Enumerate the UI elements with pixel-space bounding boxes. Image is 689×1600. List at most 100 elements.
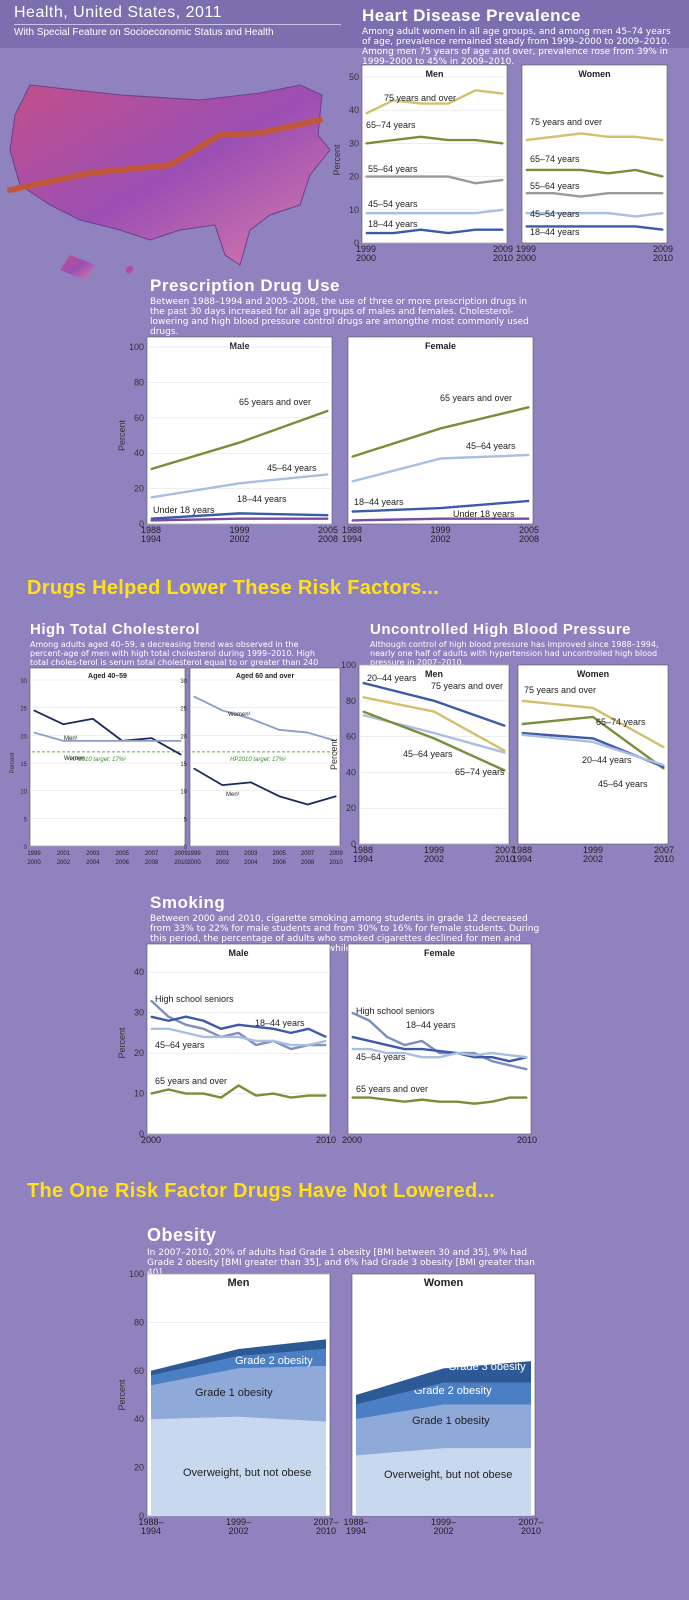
data-point: [365, 176, 367, 178]
x-tick-label: 2003: [86, 851, 100, 857]
data-point: [351, 1036, 353, 1038]
data-point: [607, 192, 609, 194]
data-point: [528, 518, 530, 520]
y-tick-label: 100: [129, 342, 144, 352]
data-point: [386, 1044, 388, 1046]
area-band-2: [356, 1382, 531, 1420]
data-point: [368, 1048, 371, 1050]
data-point: [473, 1103, 476, 1105]
data-point: [521, 734, 523, 736]
data-point: [325, 1094, 327, 1097]
chart-title: Men: [426, 69, 444, 79]
chart-panel: [189, 667, 341, 847]
area-band-0: [151, 1416, 326, 1516]
data-point: [433, 732, 435, 734]
series-label: 55–64 years: [530, 181, 580, 191]
report-subtitle: With Special Feature on Socioeconomic St…: [14, 27, 274, 38]
hawaii-shape: [126, 266, 134, 274]
y-tick-label: 10: [20, 790, 27, 796]
series-label: 75 years and over: [384, 93, 456, 103]
chart-title: Men: [425, 669, 443, 679]
series-label: Grade 3 obesity: [235, 1321, 313, 1333]
data-point: [307, 1094, 310, 1097]
data-point: [185, 1024, 187, 1026]
series-label: Women¹: [228, 712, 251, 718]
data-point: [365, 232, 367, 234]
x-tick-label: 2010: [316, 1526, 336, 1536]
data-point: [255, 1040, 257, 1042]
data-point: [433, 700, 435, 702]
x-tick-label: 1988: [342, 525, 362, 535]
chart-title: Women: [424, 1277, 464, 1289]
y-axis-label: Percent: [10, 752, 16, 773]
x-tick-label: 1988–: [343, 1517, 368, 1527]
x-tick-label: 1999–: [226, 1517, 251, 1527]
data-point: [662, 212, 664, 214]
chart-panel: [146, 943, 331, 1135]
data-point: [255, 1026, 257, 1028]
series-line-1: [193, 767, 337, 806]
drug-section-desc: Between 1988–1994 and 2005–2008, the use…: [150, 297, 529, 337]
series-label: 65–74 years: [530, 154, 580, 164]
data-point: [447, 102, 449, 105]
x-tick-label: 1999: [187, 851, 201, 857]
data-point: [362, 682, 364, 684]
data-point: [351, 1048, 353, 1050]
area-band-3: [356, 1361, 531, 1405]
us-map-illustration: [7, 84, 331, 280]
y-tick-label: 25: [180, 707, 187, 713]
data-point: [193, 767, 195, 770]
series-line-0: [521, 699, 665, 749]
data-point: [552, 136, 555, 138]
series-label: 18–44 years: [530, 227, 580, 237]
data-point: [473, 1052, 476, 1054]
header-divider: [14, 24, 341, 25]
data-point: [307, 1044, 310, 1046]
data-point: [508, 1064, 511, 1066]
chart-panel: [146, 1273, 331, 1517]
series-label: 45–64 years: [155, 1040, 205, 1050]
data-point: [202, 1020, 205, 1022]
data-point: [150, 519, 152, 522]
data-point: [351, 519, 353, 522]
data-point: [447, 232, 449, 234]
data-point: [504, 752, 506, 754]
data-point: [150, 518, 152, 520]
x-tick-label: 1994: [141, 534, 161, 544]
series-line-2: [151, 1027, 327, 1047]
data-point: [272, 1040, 275, 1042]
x-tick-label: 2000: [141, 1135, 161, 1145]
series-label: 45–54 years: [530, 209, 580, 219]
data-point: [635, 192, 637, 194]
data-point: [365, 212, 367, 214]
x-tick-label: 1994: [512, 854, 532, 864]
series-label: 45–64 years: [598, 779, 648, 789]
y-tick-label: 0: [139, 519, 144, 529]
x-tick-label: 2010: [329, 860, 343, 866]
x-tick-label: 2006: [116, 860, 130, 866]
x-tick-label: 1994: [346, 1526, 366, 1536]
series-label: 20–44 years: [582, 755, 632, 765]
data-point: [185, 1016, 187, 1018]
series-label: 65–74 years: [596, 717, 646, 727]
data-point: [635, 169, 637, 171]
x-tick-label: 2002: [430, 534, 450, 544]
series-line-2: [521, 731, 665, 769]
chart-title: Men: [228, 1277, 250, 1289]
data-point: [150, 999, 152, 1002]
data-point: [368, 1040, 371, 1042]
x-tick-label: 2001: [216, 851, 230, 857]
report-title: Health, United States, 2011: [14, 4, 222, 21]
series-label: 18–44 years: [354, 497, 404, 507]
data-point: [663, 746, 665, 748]
banner-drugs-helped: Drugs Helped Lower These Risk Factors...: [27, 577, 440, 599]
data-point: [272, 1092, 275, 1095]
data-point: [250, 781, 252, 783]
y-tick-label: 60: [346, 732, 356, 742]
data-point: [456, 1052, 458, 1054]
data-point: [220, 1097, 222, 1099]
